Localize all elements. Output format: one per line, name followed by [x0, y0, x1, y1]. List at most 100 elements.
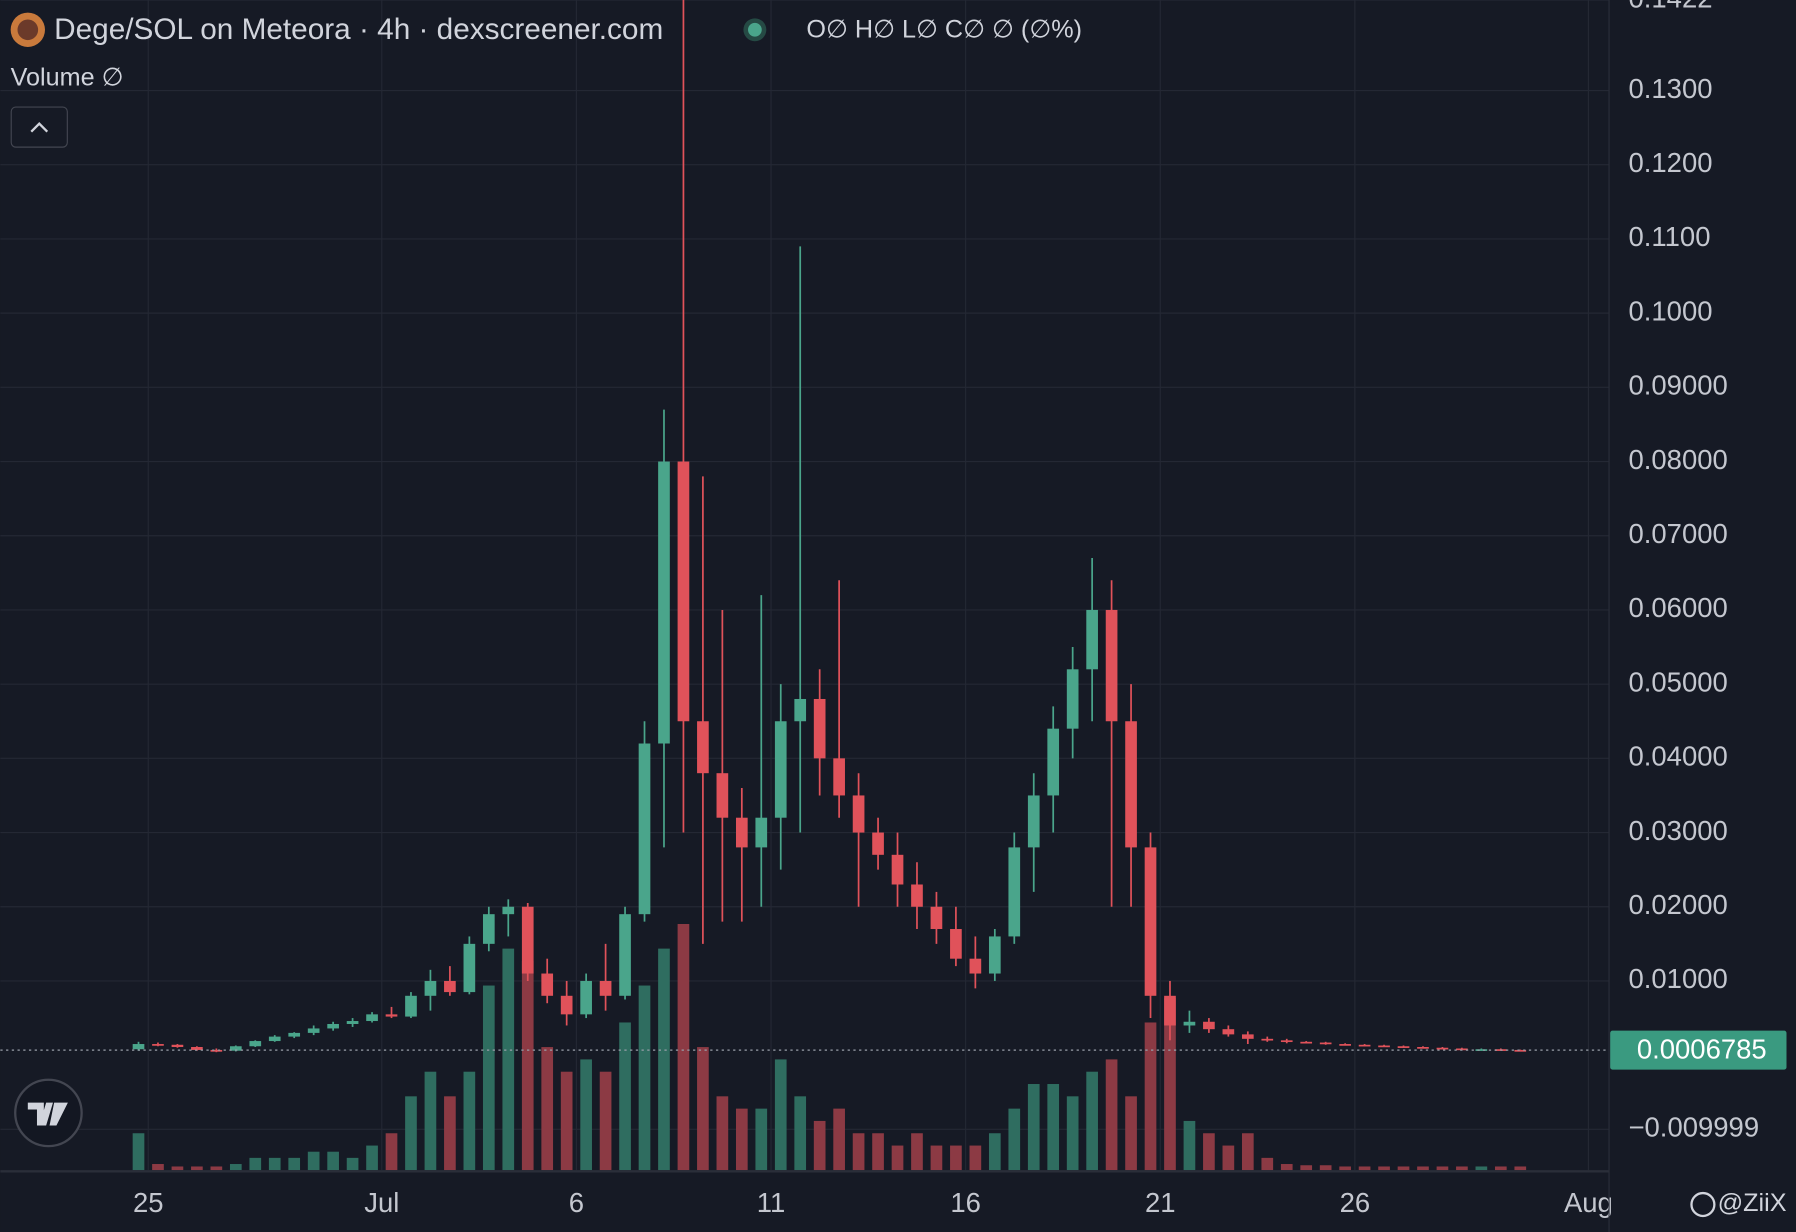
x-tick-label: 16	[950, 1187, 981, 1218]
candle-body	[735, 817, 748, 848]
candle-body	[1144, 847, 1157, 996]
candle-body	[1261, 1038, 1274, 1041]
candle-body	[1417, 1046, 1429, 1049]
candle-body	[1086, 609, 1098, 670]
candle-body	[872, 832, 884, 855]
grid	[0, 0, 1610, 1171]
volume-bar	[872, 1133, 884, 1171]
volume-bar	[424, 1071, 437, 1171]
candle-body	[716, 773, 729, 818]
volume-label: Volume ∅	[11, 64, 124, 92]
y-tick-label: 0.05000	[1628, 666, 1727, 697]
volume-bar	[1261, 1157, 1274, 1171]
candle-body	[852, 795, 865, 833]
volume-bar	[1144, 1022, 1157, 1171]
candle-body	[599, 980, 612, 996]
tradingview-mark	[27, 1102, 68, 1126]
volume-bar	[1397, 1166, 1410, 1171]
chart-title: Dege/SOL on Meteora · 4h · dexscreener.c…	[54, 13, 663, 46]
volume-bar	[619, 1022, 631, 1171]
candle-body	[405, 995, 417, 1017]
x-tick-label: Aug	[1564, 1187, 1613, 1218]
watermark: @ZiiX	[1718, 1189, 1787, 1217]
candle-body	[1066, 669, 1079, 729]
volume-bar	[1475, 1166, 1488, 1171]
candle-body	[1280, 1040, 1293, 1043]
volume-bar	[1494, 1166, 1507, 1171]
candle-body	[1456, 1048, 1468, 1051]
y-tick-label: −0.009999	[1628, 1112, 1759, 1143]
volume-bar	[774, 1059, 787, 1171]
candle-body	[813, 698, 826, 759]
volume-bar	[541, 1047, 554, 1171]
volume-bar	[1222, 1145, 1235, 1171]
volume-bar	[677, 924, 690, 1171]
candle-body	[1008, 847, 1021, 937]
y-tick-label: 0.07000	[1628, 518, 1727, 549]
y-tick-label: 0.03000	[1628, 815, 1727, 846]
volume-bar	[307, 1151, 320, 1171]
volume-bar	[988, 1133, 1001, 1171]
volume-bar	[950, 1145, 962, 1171]
volume-bar	[171, 1166, 184, 1171]
x-tick-label: Jul	[364, 1187, 399, 1218]
chevron-icon	[30, 122, 49, 133]
candle-body	[268, 1036, 281, 1042]
candle-body	[658, 461, 670, 744]
candle-body	[385, 1014, 398, 1017]
status-dot	[748, 22, 762, 37]
x-tick-label: 21	[1145, 1187, 1176, 1218]
candle-body	[1319, 1042, 1332, 1045]
candle-body	[1027, 795, 1040, 848]
volume-bar	[132, 1133, 145, 1171]
volume-bar	[229, 1164, 242, 1171]
volume-bar	[1378, 1166, 1390, 1171]
y-tick-label: 0.09000	[1628, 370, 1727, 401]
candle-body	[152, 1044, 164, 1046]
candle-body	[288, 1032, 301, 1037]
volume-bar	[930, 1145, 943, 1171]
x-tick-label: 11	[757, 1187, 786, 1218]
volume-bar	[1105, 1059, 1118, 1171]
candle-body	[307, 1028, 320, 1033]
candle-body	[1436, 1047, 1449, 1050]
candle-body	[969, 958, 982, 974]
volume-bar	[1436, 1166, 1449, 1171]
candle-body	[541, 973, 554, 996]
volume-bar	[346, 1157, 359, 1171]
volume-bars	[132, 924, 1527, 1171]
collapse-button[interactable]	[10, 106, 68, 148]
volume-bar	[1339, 1166, 1351, 1171]
y-tick-label: 0.1200	[1628, 147, 1712, 178]
volume-bar	[658, 948, 670, 1171]
volume-bar	[852, 1133, 865, 1171]
candle-body	[249, 1041, 262, 1047]
candle-body	[366, 1014, 378, 1022]
candle-body	[1125, 721, 1137, 848]
candle-body	[171, 1044, 184, 1047]
volume-bar	[1456, 1166, 1468, 1171]
y-tick-label: 0.06000	[1628, 592, 1727, 623]
candle-body	[1397, 1046, 1410, 1048]
candle-body	[424, 980, 437, 996]
y-tick-label: 0.1422	[1628, 0, 1712, 13]
volume-bar	[911, 1133, 923, 1171]
candle-body	[1241, 1034, 1254, 1039]
volume-bar	[463, 1071, 476, 1171]
volume-bar	[1514, 1166, 1527, 1171]
y-tick-label: 0.01000	[1628, 963, 1727, 994]
volume-bar	[1241, 1133, 1254, 1171]
candle-body	[677, 461, 690, 722]
volume-bar	[268, 1157, 281, 1171]
volume-bar	[1125, 1096, 1137, 1171]
candle-body	[619, 914, 631, 996]
volume-bar	[1183, 1120, 1196, 1171]
volume-bar	[599, 1071, 612, 1171]
candle-body	[482, 914, 495, 944]
volume-bar	[1008, 1108, 1021, 1171]
volume-bar	[1066, 1096, 1079, 1171]
candles	[132, 0, 1527, 1053]
